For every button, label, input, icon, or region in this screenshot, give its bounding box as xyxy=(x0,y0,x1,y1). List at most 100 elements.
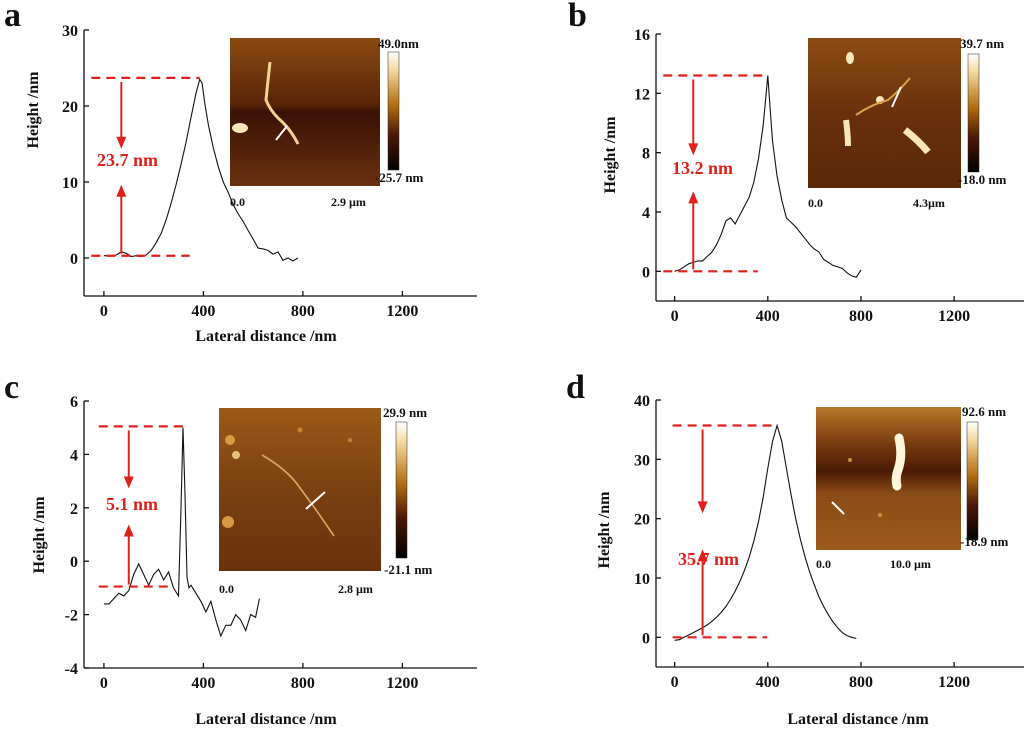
afm-particle xyxy=(878,513,882,517)
y-axis-title: Height /nm xyxy=(602,116,619,194)
y-tick-label: 4 xyxy=(70,447,78,464)
afm-fiber xyxy=(843,119,851,147)
x-tick-label: 400 xyxy=(756,674,780,691)
afm-inset: 29.9 nm -21.1 nm 0.0 2.8 µm xyxy=(219,405,433,596)
color-scale-bar xyxy=(967,53,980,173)
color-scale-max: 39.7 nm xyxy=(960,36,1004,51)
panel-label: b xyxy=(568,0,587,34)
height-profile-line xyxy=(103,427,260,638)
y-tick-label: 0 xyxy=(642,630,650,647)
x-tick-label: 800 xyxy=(291,303,315,320)
inset-x-start: 0.0 xyxy=(808,196,823,210)
y-axis-title: Height /nm xyxy=(31,496,48,574)
afm-fiber xyxy=(902,127,931,155)
afm-fiber xyxy=(891,433,906,491)
y-axis-title: Height /nm xyxy=(596,491,613,569)
axes: 0 10 20 30 0 400 800 1200 xyxy=(62,23,477,320)
y-tick-label: 20 xyxy=(62,99,78,116)
x-tick-label: 400 xyxy=(191,675,215,692)
x-axis-title: Lateral distance /nm xyxy=(195,328,337,345)
afm-profile-line xyxy=(305,491,326,510)
inset-x-start: 0.0 xyxy=(816,557,831,571)
afm-particle xyxy=(232,123,248,133)
color-scale-bar xyxy=(387,51,400,171)
inset-x-start: 0.0 xyxy=(230,195,245,209)
x-tick-label: 0 xyxy=(100,303,108,320)
down-arrow-head xyxy=(123,476,134,489)
y-tick-label: 2 xyxy=(70,501,78,518)
down-arrow-head xyxy=(697,501,708,514)
y-tick-label: 4 xyxy=(642,205,650,222)
afm-particle xyxy=(297,427,303,433)
color-scale-bar xyxy=(966,421,979,541)
afm-image xyxy=(219,408,381,571)
inset-x-end: 2.8 µm xyxy=(338,582,373,596)
afm-particle xyxy=(232,451,240,459)
inset-x-end: 10.0 µm xyxy=(890,557,931,571)
height-profile-line xyxy=(674,423,857,641)
down-arrow-head xyxy=(688,143,699,156)
height-annotation: 23.7 nm xyxy=(97,150,158,170)
afm-inset: 39.7 nm -18.0 nm 0.0 4.3µm xyxy=(808,36,1007,210)
afm-image xyxy=(816,407,961,550)
height-profile-line xyxy=(674,75,862,278)
x-tick-label: 0 xyxy=(671,674,679,691)
afm-particle xyxy=(348,438,352,442)
inset-x-end: 2.9 µm xyxy=(331,195,366,209)
y-tick-label: 40 xyxy=(634,393,650,410)
color-scale-min: -18.9 nm xyxy=(960,534,1009,549)
x-tick-label: 1200 xyxy=(386,303,418,320)
inset-x-end: 4.3µm xyxy=(913,196,945,210)
up-arrow-head xyxy=(123,524,134,537)
y-tick-label: 0 xyxy=(642,264,650,281)
inset-x-start: 0.0 xyxy=(219,582,234,596)
color-scale-max: 29.9 nm xyxy=(383,405,427,420)
afm-particle xyxy=(848,458,852,462)
panel-b: b 0 4 8 12 16 0 400 800 1200 Height /nm 39.7 nm … xyxy=(568,0,1024,325)
x-tick-label: 0 xyxy=(100,675,108,692)
x-tick-label: 800 xyxy=(291,675,315,692)
y-tick-label: 0 xyxy=(70,554,78,571)
y-axis-title: Height /nm xyxy=(25,71,42,149)
y-tick-label: -4 xyxy=(65,661,78,678)
panel-label: a xyxy=(4,0,21,34)
y-tick-label: 8 xyxy=(642,146,650,163)
down-arrow-head xyxy=(116,136,127,149)
x-tick-label: 800 xyxy=(849,308,873,325)
afm-inset: 49.0nm -25.7 nm 0.0 2.9 µm xyxy=(230,36,424,209)
axes: 0 4 8 12 16 0 400 800 1200 xyxy=(634,27,1024,325)
y-tick-label: -2 xyxy=(65,608,78,625)
panel-label: c xyxy=(4,369,19,406)
color-scale-max: 49.0nm xyxy=(378,36,419,51)
x-tick-label: 1200 xyxy=(386,675,418,692)
x-tick-label: 400 xyxy=(191,303,215,320)
y-tick-label: 30 xyxy=(634,452,650,469)
x-tick-label: 800 xyxy=(849,674,873,691)
afm-profile-line xyxy=(891,86,902,108)
afm-particle xyxy=(846,52,854,64)
color-scale-bar xyxy=(395,421,408,559)
y-tick-label: 30 xyxy=(62,23,78,40)
color-scale-max: 92.6 nm xyxy=(962,404,1006,419)
y-tick-label: 6 xyxy=(70,394,78,411)
x-axis-title: Lateral distance /nm xyxy=(787,711,929,728)
up-arrow-head xyxy=(116,184,127,197)
up-arrow-head xyxy=(688,191,699,204)
y-tick-label: 10 xyxy=(634,571,650,588)
x-tick-label: 1200 xyxy=(938,308,970,325)
afm-particle xyxy=(225,435,235,445)
panel-c: c -4 -2 0 2 4 6 0 400 800 1200 Lateral distance /… xyxy=(4,369,477,728)
height-annotation: 13.2 nm xyxy=(672,158,733,178)
panel-a: a 0 10 20 30 0 400 800 1200 Lateral distance /n… xyxy=(4,0,477,345)
panel-label: d xyxy=(566,369,585,406)
x-tick-label: 400 xyxy=(756,308,780,325)
afm-fiber xyxy=(855,77,911,116)
x-axis-title: Lateral distance /nm xyxy=(195,711,337,728)
y-tick-label: 12 xyxy=(634,86,650,103)
y-tick-label: 0 xyxy=(70,251,78,268)
color-scale-min: -25.7 nm xyxy=(375,170,424,185)
y-tick-label: 10 xyxy=(62,175,78,192)
